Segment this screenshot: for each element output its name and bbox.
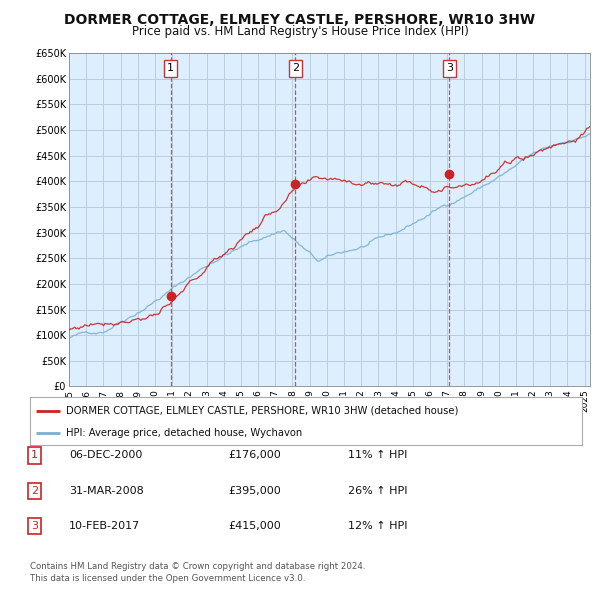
Text: £395,000: £395,000	[228, 486, 281, 496]
Text: 11% ↑ HPI: 11% ↑ HPI	[348, 451, 407, 460]
Text: 31-MAR-2008: 31-MAR-2008	[69, 486, 144, 496]
Text: 3: 3	[446, 64, 453, 74]
Text: DORMER COTTAGE, ELMLEY CASTLE, PERSHORE, WR10 3HW: DORMER COTTAGE, ELMLEY CASTLE, PERSHORE,…	[64, 13, 536, 27]
Text: 06-DEC-2000: 06-DEC-2000	[69, 451, 142, 460]
Text: 12% ↑ HPI: 12% ↑ HPI	[348, 522, 407, 531]
Text: Price paid vs. HM Land Registry's House Price Index (HPI): Price paid vs. HM Land Registry's House …	[131, 25, 469, 38]
Text: 2: 2	[292, 64, 299, 74]
Text: 2: 2	[31, 486, 38, 496]
Text: 1: 1	[31, 451, 38, 460]
Text: 1: 1	[167, 64, 174, 74]
Text: HPI: Average price, detached house, Wychavon: HPI: Average price, detached house, Wych…	[66, 428, 302, 438]
Text: DORMER COTTAGE, ELMLEY CASTLE, PERSHORE, WR10 3HW (detached house): DORMER COTTAGE, ELMLEY CASTLE, PERSHORE,…	[66, 405, 458, 415]
Text: £176,000: £176,000	[228, 451, 281, 460]
Text: 26% ↑ HPI: 26% ↑ HPI	[348, 486, 407, 496]
Text: Contains HM Land Registry data © Crown copyright and database right 2024.
This d: Contains HM Land Registry data © Crown c…	[30, 562, 365, 583]
Text: 3: 3	[31, 522, 38, 531]
Text: 10-FEB-2017: 10-FEB-2017	[69, 522, 140, 531]
Text: £415,000: £415,000	[228, 522, 281, 531]
